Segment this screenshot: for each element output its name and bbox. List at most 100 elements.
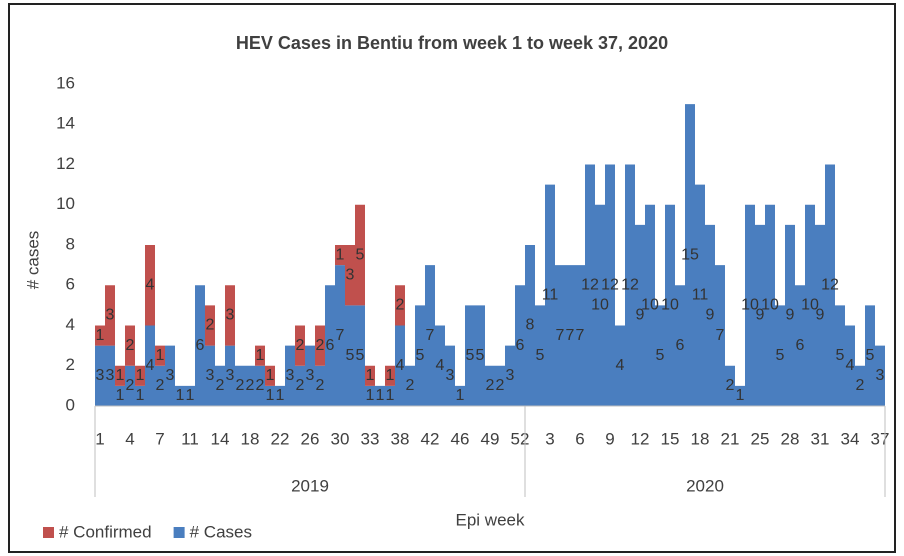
data-label: 1	[336, 246, 345, 263]
x-tick-label: 12	[631, 429, 650, 448]
bar	[575, 265, 585, 406]
y-tick-label: 2	[66, 355, 75, 374]
data-label: 4	[146, 357, 155, 374]
bar	[285, 345, 295, 406]
bar	[135, 385, 145, 406]
bar	[565, 265, 575, 406]
x-tick-label: 15	[661, 429, 680, 448]
bar	[875, 345, 885, 406]
bar	[495, 365, 505, 406]
x-tick-label: 28	[781, 429, 800, 448]
data-label: 6	[676, 337, 685, 354]
data-label: 5	[656, 347, 665, 364]
bar	[655, 305, 665, 406]
bar	[315, 365, 325, 406]
bar	[485, 365, 495, 406]
data-label: 2	[486, 377, 495, 394]
data-label: 3	[106, 307, 115, 324]
bar	[635, 224, 645, 406]
bar	[795, 285, 805, 406]
chart-title: HEV Cases in Bentiu from week 1 to week …	[236, 33, 668, 53]
bar	[95, 345, 105, 406]
x-tick-label: 33	[361, 429, 380, 448]
bar	[225, 345, 235, 406]
x-tick-label: 6	[575, 429, 584, 448]
data-label: 1	[456, 387, 465, 404]
x-tick-label: 7	[155, 429, 164, 448]
bar	[455, 385, 465, 406]
x-tick-label: 3	[545, 429, 554, 448]
data-label: 10	[661, 297, 679, 314]
bar	[95, 325, 105, 346]
bar	[355, 305, 365, 406]
data-label: 2	[296, 377, 305, 394]
data-label: 8	[526, 317, 535, 334]
data-label: 2	[296, 337, 305, 354]
data-label: 5	[356, 246, 365, 263]
data-label: 12	[621, 276, 639, 293]
data-label: 6	[196, 337, 205, 354]
x-tick-label: 1	[95, 429, 104, 448]
bar	[535, 305, 545, 406]
data-label: 5	[346, 347, 355, 364]
bar	[765, 204, 775, 406]
bar	[125, 325, 135, 366]
x-tick-label: 18	[691, 429, 710, 448]
data-label: 7	[566, 327, 575, 344]
data-label: 9	[756, 307, 765, 324]
y-tick-label: 0	[66, 395, 75, 414]
data-label: 7	[556, 327, 565, 344]
data-label: 1	[156, 347, 165, 364]
data-label: 10	[641, 297, 659, 314]
bar	[405, 365, 415, 406]
bar	[375, 385, 385, 406]
data-label: 7	[716, 327, 725, 344]
bar	[165, 345, 175, 406]
data-label: 3	[166, 367, 175, 384]
data-label: 3	[446, 367, 455, 384]
bar	[325, 285, 335, 406]
data-label: 12	[581, 276, 599, 293]
bar	[755, 224, 765, 406]
bar	[695, 184, 705, 406]
data-label: 6	[326, 337, 335, 354]
bar	[105, 345, 115, 406]
x-tick-label: 25	[751, 429, 770, 448]
x-tick-label: 31	[811, 429, 830, 448]
bar	[355, 204, 365, 306]
bar	[615, 325, 625, 406]
bar	[805, 204, 815, 406]
data-label: 3	[506, 367, 515, 384]
data-label: 2	[316, 377, 325, 394]
bar	[105, 285, 115, 346]
x-tick-label: 37	[871, 429, 890, 448]
bar	[295, 365, 305, 406]
bar	[475, 305, 485, 406]
x-tick-label: 21	[721, 429, 740, 448]
data-label: 10	[741, 297, 759, 314]
bar	[595, 204, 605, 406]
legend-swatch	[173, 527, 185, 538]
data-label: 7	[336, 327, 345, 344]
y-tick-label: 10	[56, 194, 75, 213]
bar	[525, 245, 535, 406]
bar	[735, 385, 745, 406]
data-label: 10	[761, 297, 779, 314]
legend-label: # Cases	[190, 522, 252, 541]
bar	[295, 325, 305, 366]
x-axis-title: Epi week	[456, 510, 525, 529]
x-tick-label: 22	[271, 429, 290, 448]
data-label: 10	[591, 297, 609, 314]
bar	[145, 245, 155, 326]
y-tick-label: 14	[56, 114, 75, 133]
data-label: 5	[356, 347, 365, 364]
x-tick-label: 9	[605, 429, 614, 448]
bar	[775, 305, 785, 406]
data-label: 12	[821, 276, 839, 293]
x-tick-label: 4	[125, 429, 134, 448]
data-label: 1	[136, 367, 145, 384]
bar	[385, 385, 395, 406]
data-label: 4	[396, 357, 405, 374]
data-label: 3	[106, 367, 115, 384]
